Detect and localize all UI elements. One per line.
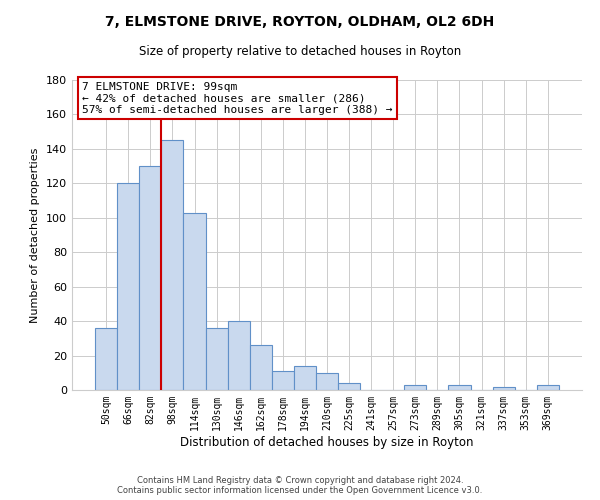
Bar <box>338 383 360 390</box>
Text: 7, ELMSTONE DRIVE, ROYTON, OLDHAM, OL2 6DH: 7, ELMSTONE DRIVE, ROYTON, OLDHAM, OL2 6… <box>106 15 494 29</box>
Bar <box>272 371 294 390</box>
Y-axis label: Number of detached properties: Number of detached properties <box>31 148 40 322</box>
Bar <box>448 385 470 390</box>
Text: Contains HM Land Registry data © Crown copyright and database right 2024.
Contai: Contains HM Land Registry data © Crown c… <box>118 476 482 495</box>
Text: 7 ELMSTONE DRIVE: 99sqm
← 42% of detached houses are smaller (286)
57% of semi-d: 7 ELMSTONE DRIVE: 99sqm ← 42% of detache… <box>82 82 392 115</box>
Bar <box>404 385 427 390</box>
Bar <box>227 321 250 390</box>
Bar <box>161 140 184 390</box>
Bar <box>493 386 515 390</box>
Bar <box>139 166 161 390</box>
Bar <box>184 212 206 390</box>
Bar <box>206 328 227 390</box>
Text: Size of property relative to detached houses in Royton: Size of property relative to detached ho… <box>139 45 461 58</box>
Bar <box>117 184 139 390</box>
Bar <box>537 385 559 390</box>
Bar <box>294 366 316 390</box>
Bar <box>95 328 117 390</box>
Bar <box>250 345 272 390</box>
Bar <box>316 373 338 390</box>
X-axis label: Distribution of detached houses by size in Royton: Distribution of detached houses by size … <box>180 436 474 448</box>
